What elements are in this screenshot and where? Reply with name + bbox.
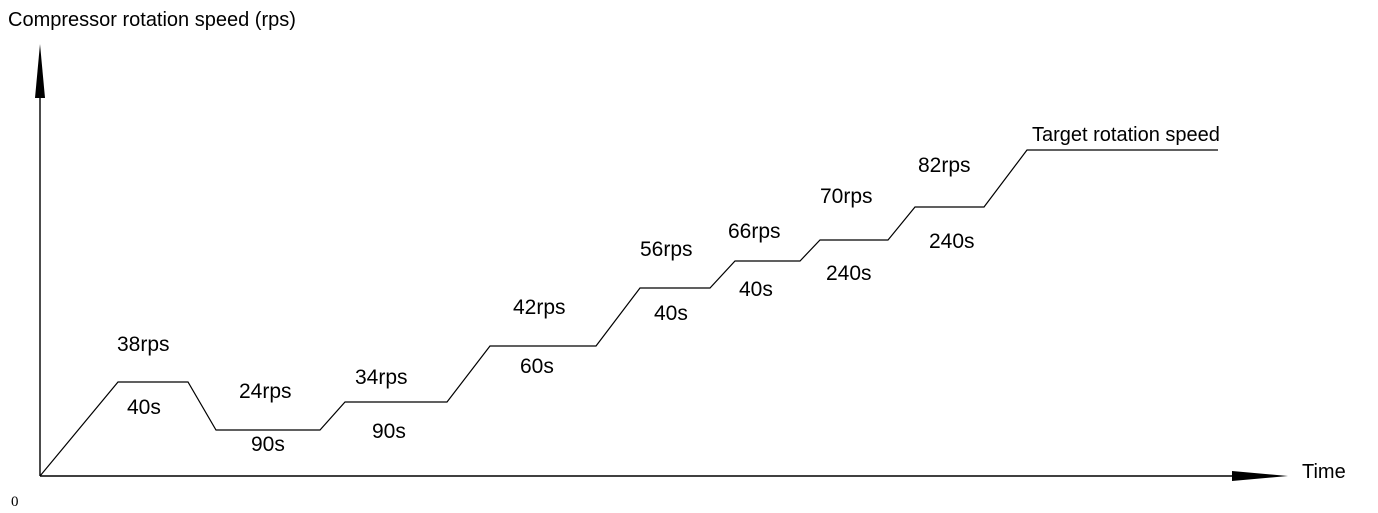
stage-7-duration: 240s [826,262,872,285]
stage-3-duration: 90s [372,420,406,443]
y-axis-arrowhead [35,44,45,98]
stage-3-speed: 34rps [355,366,408,389]
stage-5-speed: 56rps [640,238,693,261]
stage-8-duration: 240s [929,230,975,253]
stage-6-speed: 66rps [728,220,781,243]
stage-4-duration: 60s [520,355,554,378]
stage-6-duration: 40s [739,278,773,301]
target-speed-label: Target rotation speed [1032,124,1220,146]
x-axis-title: Time [1302,461,1346,483]
stage-1-duration: 40s [127,396,161,419]
stage-5-duration: 40s [654,302,688,325]
stage-2-speed: 24rps [239,380,292,403]
stage-1-speed: 38rps [117,333,170,356]
stage-2-duration: 90s [251,433,285,456]
origin-label: 0 [11,494,19,510]
x-axis-arrowhead [1232,471,1288,481]
stage-8-speed: 82rps [918,154,971,177]
stage-4-speed: 42rps [513,296,566,319]
speed-profile-line [39,149,1218,477]
y-axis-title: Compressor rotation speed (rps) [8,9,296,31]
stage-7-speed: 70rps [820,185,873,208]
